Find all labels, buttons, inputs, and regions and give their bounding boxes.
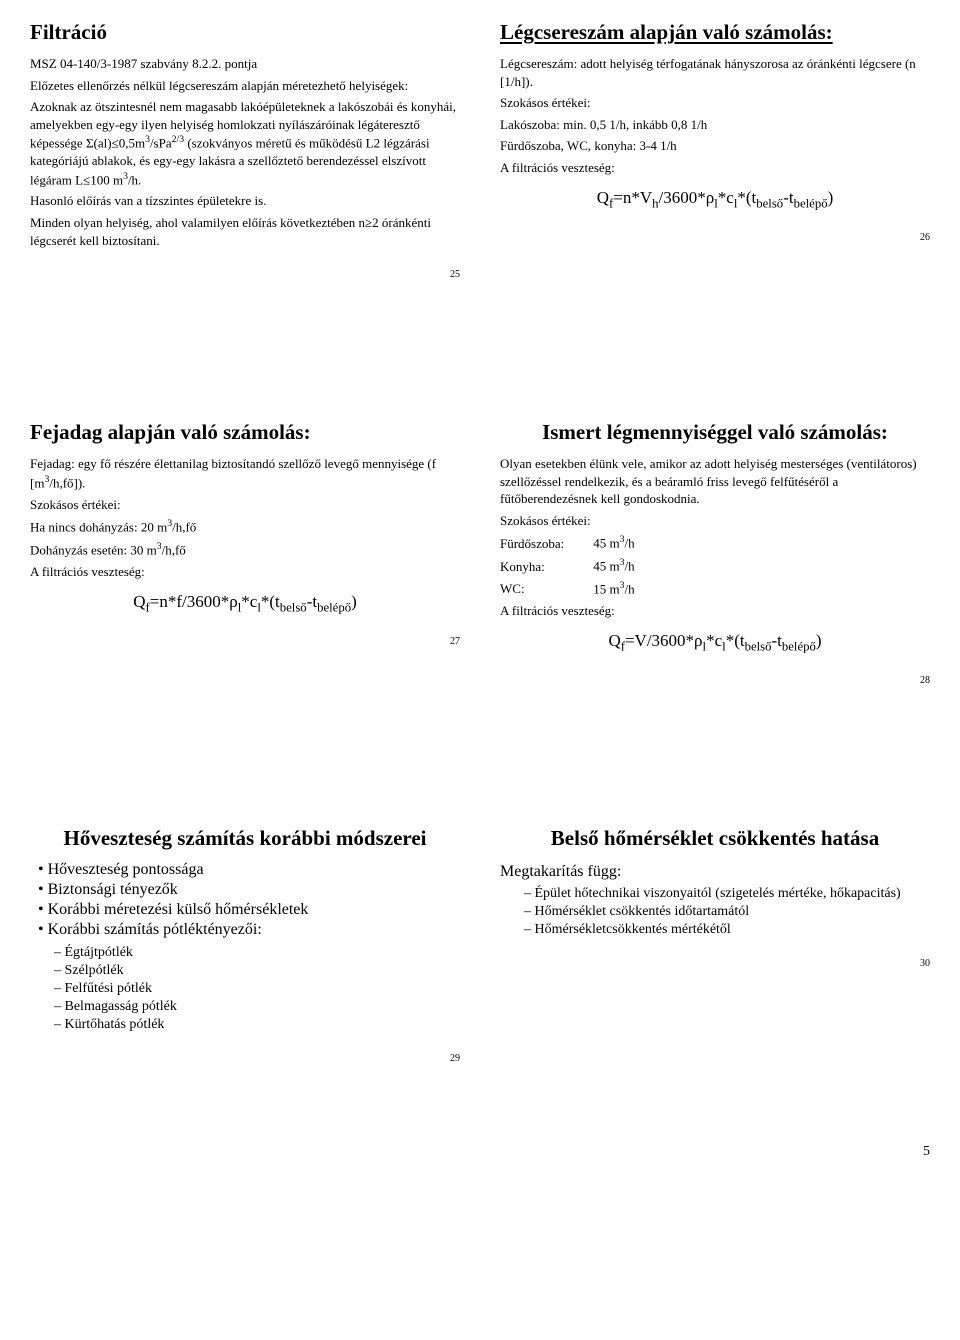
slide27-num: 27 xyxy=(30,636,460,647)
slide-29: Hőveszteség számítás korábbi módszerei H… xyxy=(30,826,460,1064)
slide26-formula: Qf=n*Vh/3600*ρl*cl*(tbelső-tbelépő) xyxy=(500,188,930,211)
slide27-l4: Dohányzás esetén: 30 m3/h,fő xyxy=(30,540,460,559)
slide29-d3: Felfűtési pótlék xyxy=(70,981,460,997)
slide26-title: Légcsereszám alapján való számolás: xyxy=(500,20,930,45)
slide27-l1: Fejadag: egy fő részére élettanilag bizt… xyxy=(30,455,460,491)
slide25-l2: Azoknak az ötszintesnél nem magasabb lak… xyxy=(30,98,460,188)
slide26-l2: Szokásos értékei: xyxy=(500,94,930,112)
slide28-l1: Olyan esetekben élünk vele, amikor az ad… xyxy=(500,455,930,508)
slide29-title: Hőveszteség számítás korábbi módszerei xyxy=(30,826,460,851)
slide26-l1: Légcsereszám: adott helyiség térfogatána… xyxy=(500,55,930,90)
slide29-b3: Korábbi méretezési külső hőmérsékletek xyxy=(52,901,460,919)
slide28-r3: WC: 15 m3/h xyxy=(500,579,930,598)
slide27-formula: Qf=n*f/3600*ρl*cl*(tbelső-tbelépő) xyxy=(30,592,460,615)
slide-28: Ismert légmennyiséggel való számolás: Ol… xyxy=(500,420,930,686)
slide29-b4: Korábbi számítás pótléktényezői: xyxy=(52,921,460,939)
slide25-l1: Előzetes ellenőrzés nélkül légcsereszám … xyxy=(30,77,460,95)
slide29-bullets: Hőveszteség pontossága Biztonsági tényez… xyxy=(30,861,460,939)
slide30-dashes: Épület hőtechnikai viszonyaitól (szigete… xyxy=(500,886,930,938)
slide-27: Fejadag alapján való számolás: Fejadag: … xyxy=(30,420,460,686)
slide30-title: Belső hőmérséklet csökkentés hatása xyxy=(500,826,930,851)
slide30-num: 30 xyxy=(500,958,930,969)
slide29-dashes: Égtájtpótlék Szélpótlék Felfűtési pótlék… xyxy=(30,945,460,1033)
slide29-d5: Kürtőhatás pótlék xyxy=(70,1017,460,1033)
slide-25: Filtráció MSZ 04-140/3-1987 szabvány 8.2… xyxy=(30,20,460,280)
slide28-num: 28 xyxy=(500,675,930,686)
slide28-l5: A filtrációs veszteség: xyxy=(500,602,930,620)
slide25-l3: Hasonló előírás van a tízszintes épülete… xyxy=(30,192,460,210)
slide29-b2: Biztonsági tényezők xyxy=(52,881,460,899)
slide25-l4: Minden olyan helyiség, ahol valamilyen e… xyxy=(30,214,460,249)
slide25-num: 25 xyxy=(30,269,460,280)
slide30-d3: Hőmérsékletcsökkentés mértékétől xyxy=(540,922,930,938)
slide26-l4: Fürdőszoba, WC, konyha: 3-4 1/h xyxy=(500,137,930,155)
slide26-num: 26 xyxy=(500,232,930,243)
slide28-l2: Szokásos értékei: xyxy=(500,512,930,530)
page-number: 5 xyxy=(30,1144,930,1160)
slide26-l5: A filtrációs veszteség: xyxy=(500,159,930,177)
slide29-num: 29 xyxy=(30,1053,460,1064)
slide25-sub: MSZ 04-140/3-1987 szabvány 8.2.2. pontja xyxy=(30,55,460,73)
slide25-title: Filtráció xyxy=(30,20,460,45)
slide27-title: Fejadag alapján való számolás: xyxy=(30,420,460,445)
slide27-l3: Ha nincs dohányzás: 20 m3/h,fő xyxy=(30,517,460,536)
slide28-r2: Konyha: 45 m3/h xyxy=(500,556,930,575)
slide-30: Belső hőmérséklet csökkentés hatása Megt… xyxy=(500,826,930,1064)
slide-26: Légcsereszám alapján való számolás: Légc… xyxy=(500,20,930,280)
slide30-d1: Épület hőtechnikai viszonyaitól (szigete… xyxy=(540,886,930,902)
slide29-d4: Belmagasság pótlék xyxy=(70,999,460,1015)
slide27-l2: Szokásos értékei: xyxy=(30,496,460,514)
slide26-l3: Lakószoba: min. 0,5 1/h, inkább 0,8 1/h xyxy=(500,116,930,134)
slide29-d1: Égtájtpótlék xyxy=(70,945,460,961)
slide28-title: Ismert légmennyiséggel való számolás: xyxy=(500,420,930,445)
slide30-d2: Hőmérséklet csökkentés időtartamától xyxy=(540,904,930,920)
slide27-l5: A filtrációs veszteség: xyxy=(30,563,460,581)
slide29-b1: Hőveszteség pontossága xyxy=(52,861,460,879)
slide28-formula: Qf=V/3600*ρl*cl*(tbelső-tbelépő) xyxy=(500,631,930,654)
slide29-d2: Szélpótlék xyxy=(70,963,460,979)
slide30-lead: Megtakarítás függ: xyxy=(500,861,930,883)
slide28-r1: Fürdőszoba: 45 m3/h xyxy=(500,533,930,552)
